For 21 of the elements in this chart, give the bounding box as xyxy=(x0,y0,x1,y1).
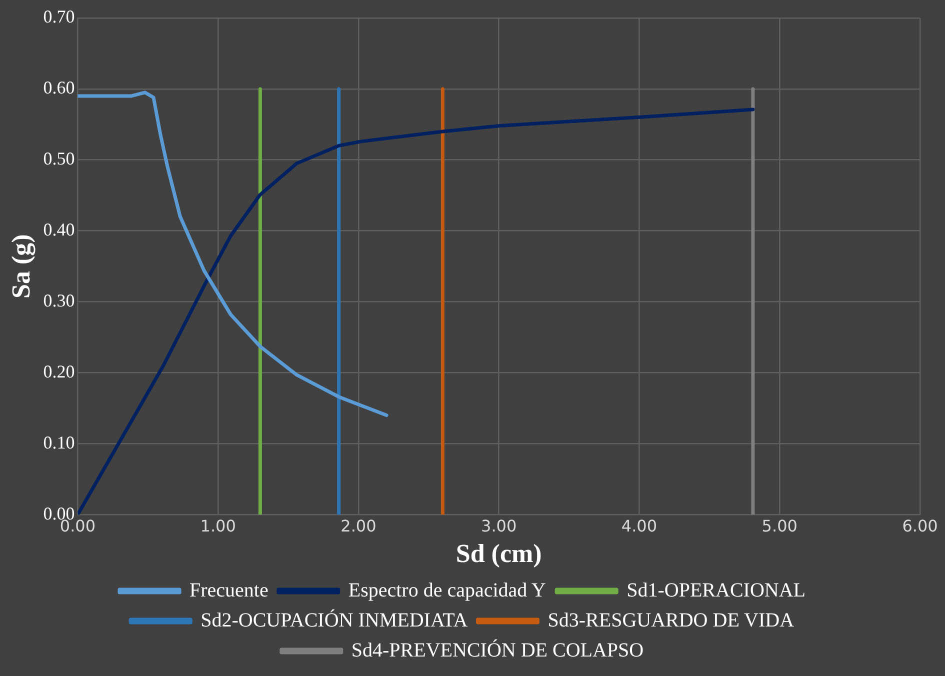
y-tick-label: 0.70 xyxy=(43,6,75,27)
x-tick-label: 6.00 xyxy=(902,516,938,536)
x-tick-label: 1.00 xyxy=(200,516,236,536)
x-tick-label: 3.00 xyxy=(481,516,517,536)
y-tick-label: 0.60 xyxy=(43,78,75,98)
x-tick-label: 5.00 xyxy=(762,516,798,536)
legend-label: Sd2-OCUPACIÓN INMEDIATA xyxy=(200,608,468,632)
x-tick-label: 4.00 xyxy=(621,516,658,536)
y-tick-label: 0.40 xyxy=(43,220,75,240)
legend-label: Sd3-RESGUARDO DE VIDA xyxy=(548,609,795,632)
y-axis-title: Sa (g) xyxy=(6,234,36,298)
legend-label: Sd1-OPERACIONAL xyxy=(626,579,806,602)
legend-label: Sd4-PREVENCIÓN DE COLAPSO xyxy=(351,638,644,662)
legend-label: Frecuente xyxy=(190,579,268,602)
x-axis-title: Sd (cm) xyxy=(456,539,542,568)
y-tick-label: 0.20 xyxy=(43,361,75,382)
y-tick-label: 0.30 xyxy=(43,290,75,311)
y-tick-label: 0.50 xyxy=(43,148,75,169)
y-tick-label: 0.10 xyxy=(43,432,75,452)
x-tick-label: 2.00 xyxy=(340,516,376,536)
legend-label: Espectro de capacidad Y xyxy=(348,579,546,602)
